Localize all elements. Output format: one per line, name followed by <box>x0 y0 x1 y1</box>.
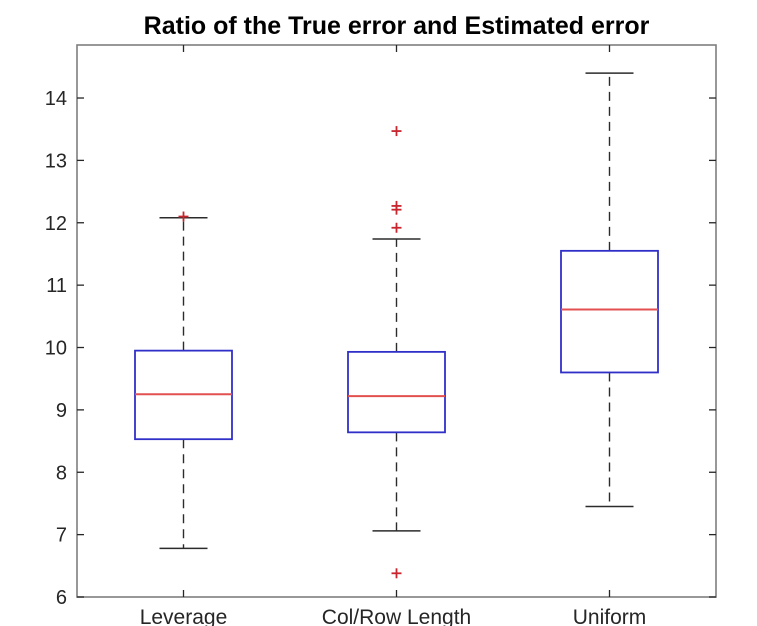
iqr-box <box>347 350 446 434</box>
iqr-box <box>560 249 659 374</box>
x-category-label-uniform: Uniform <box>573 606 647 626</box>
y-tick-label: 12 <box>45 213 67 235</box>
box-group-col-row-length <box>347 126 446 579</box>
y-tick-label: 7 <box>56 525 67 547</box>
chart-title: Ratio of the True error and Estimated er… <box>143 12 650 40</box>
y-tick-label: 6 <box>56 587 67 609</box>
y-tick-label: 9 <box>56 400 67 422</box>
y-tick-label: 13 <box>45 150 67 172</box>
y-tick-label: 11 <box>46 275 67 297</box>
y-tick-label: 8 <box>56 462 67 484</box>
y-tick-label: 14 <box>45 88 67 110</box>
box-group-leverage <box>134 211 233 550</box>
box-group-uniform <box>560 72 659 508</box>
x-category-label-col-row-length: Col/Row Length <box>322 606 471 626</box>
x-category-label-leverage: Leverage <box>140 606 228 626</box>
y-tick-label: 10 <box>45 338 67 360</box>
